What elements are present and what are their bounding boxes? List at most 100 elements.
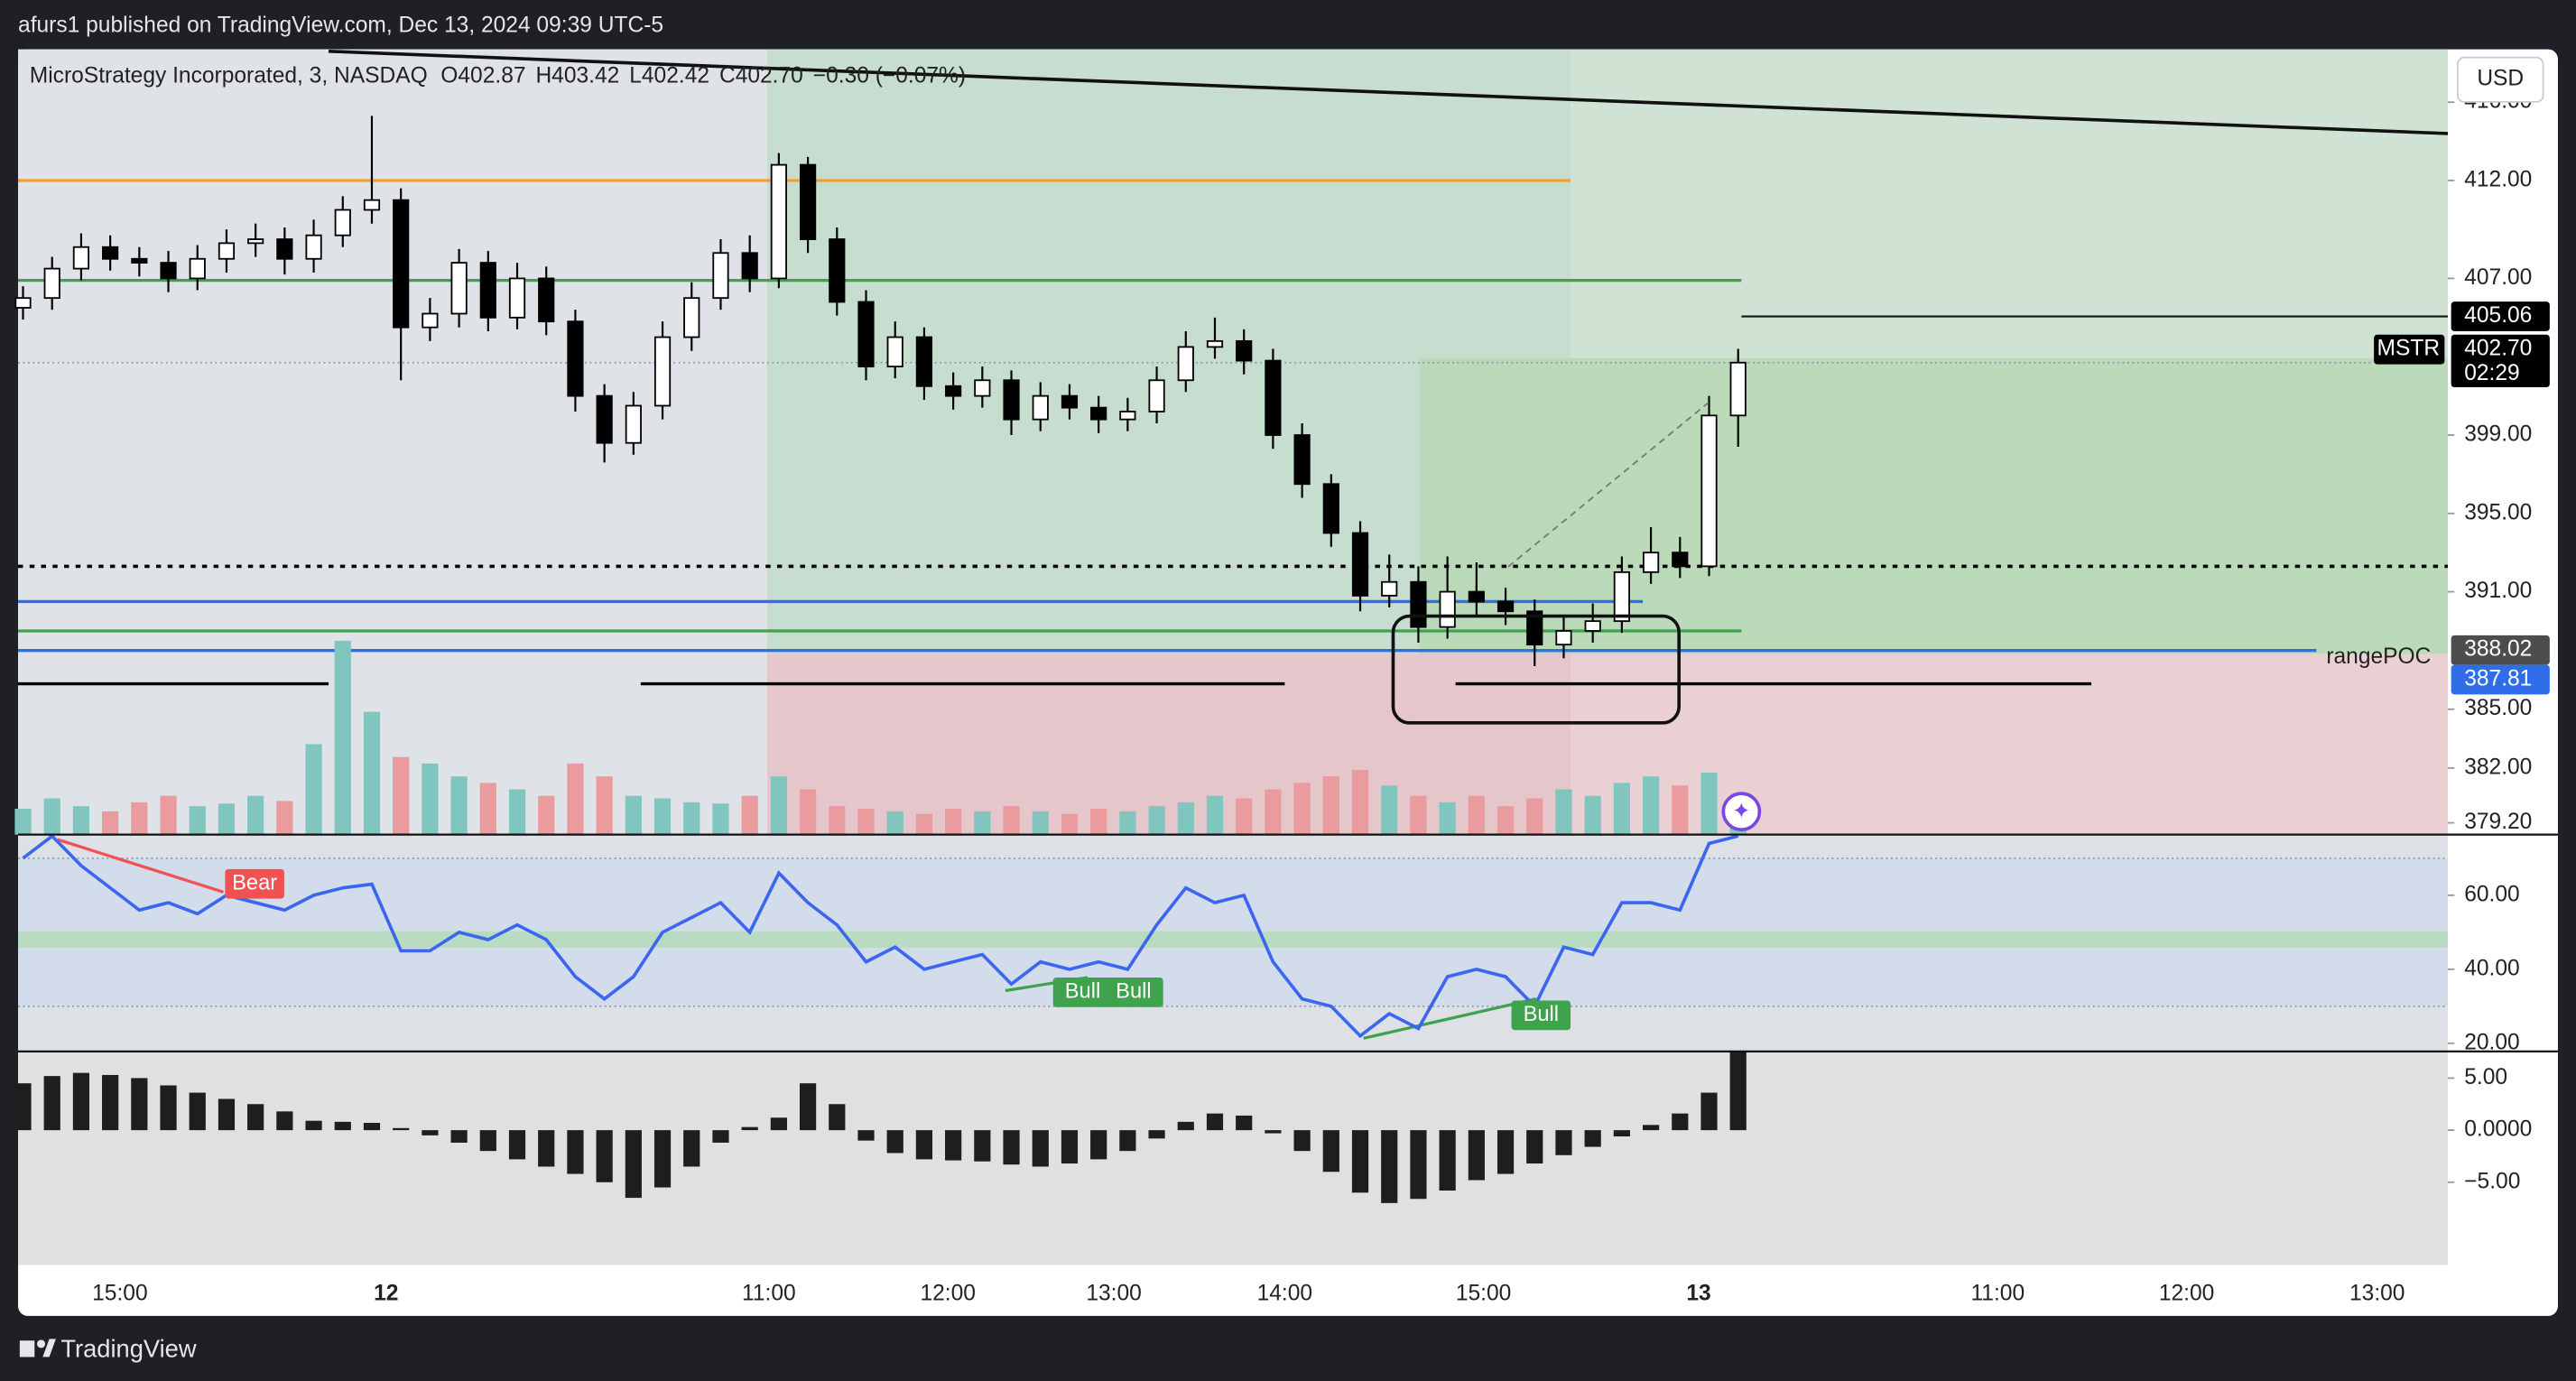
candle-body [915, 336, 933, 387]
candle-body [1293, 434, 1311, 486]
macd-bar [1642, 1125, 1660, 1131]
price-badge-label: 387.81 [2464, 666, 2532, 690]
macd-bar [741, 1126, 758, 1131]
rsi-line [22, 833, 1739, 1039]
volume-bar [1003, 806, 1020, 835]
volume-bar [1496, 806, 1515, 835]
ohlc-change: −0.30 (−0.07%) [813, 64, 966, 88]
macd-bar [1351, 1130, 1369, 1193]
macd-bar [625, 1130, 642, 1199]
x-tick-label: 13:00 [1086, 1282, 1141, 1306]
volume-bar [712, 803, 729, 835]
candle-body [102, 246, 119, 260]
candle-body [247, 238, 264, 245]
volume-bar [422, 763, 439, 835]
macd-bar [538, 1130, 555, 1167]
candle-body [276, 238, 293, 260]
currency[interactable]: USD [2477, 67, 2524, 91]
volume-bar [829, 806, 846, 835]
candle-body [770, 163, 787, 280]
candle-body [625, 404, 642, 444]
candle-body [945, 385, 962, 397]
volume-bar [770, 776, 787, 835]
macd-bar [1003, 1130, 1020, 1165]
macd-bar [683, 1130, 700, 1167]
plot-layer: 379.20 382.00 385.00 391.00 395.00 399.00 407.… [14, 49, 2550, 1306]
macd-bar [363, 1123, 381, 1131]
candle-body [596, 394, 613, 444]
candle-body [508, 277, 526, 319]
volume-bar [1700, 772, 1718, 835]
x-tick-label: 13 [1686, 1282, 1710, 1306]
signal-box [1104, 977, 1163, 1007]
macd-bar [915, 1130, 933, 1160]
y-tick-label: 385.00 [2464, 696, 2532, 720]
candle-body [334, 209, 351, 236]
candle-body [1439, 590, 1456, 628]
candle-body [1032, 394, 1049, 421]
macd-bar [450, 1130, 468, 1143]
candle-body [1206, 339, 1224, 348]
level-name: rangePOC [2326, 644, 2431, 669]
y-tick-label: 391.00 [2464, 579, 2532, 603]
macd-bar [1148, 1130, 1165, 1139]
tradingview-logo [19, 1339, 56, 1358]
volume-bar [974, 811, 991, 835]
currency-box[interactable] [2457, 56, 2544, 103]
footer-brand: TradingView [60, 1334, 196, 1362]
y-tick-label: 395.00 [2464, 500, 2532, 524]
candle-body [305, 234, 322, 260]
event-icon[interactable] [1721, 792, 1762, 831]
y-tick-label: 5.00 [2464, 1065, 2507, 1089]
volume-bar [43, 798, 60, 835]
volume-bar [1236, 798, 1253, 835]
publish-header: afurs1 published on TradingView.com, Dec… [18, 14, 663, 38]
candle-body [653, 336, 672, 407]
ohlc-high: H403.42 [535, 64, 619, 88]
candle-body [1410, 580, 1427, 628]
candle-body [1555, 630, 1572, 646]
macd-bar [1526, 1130, 1543, 1164]
x-tick-label: 14:00 [1257, 1282, 1312, 1306]
candle-body [683, 297, 700, 338]
macd-bar [14, 1083, 32, 1131]
candle-body [479, 262, 496, 319]
legend: MicroStrategy Incorporated, 3, NASDAQ O40… [30, 64, 966, 88]
candle-body [422, 312, 439, 329]
volume-bar [1322, 776, 1339, 835]
volume-bar [1061, 813, 1079, 835]
macd-bar [886, 1130, 903, 1154]
x-tick-label: 15:00 [1456, 1282, 1511, 1306]
y-tick-label: 382.00 [2464, 755, 2532, 779]
volume-bar [625, 795, 642, 835]
macd-bar [479, 1130, 496, 1152]
candle-body [857, 301, 875, 367]
macd-bar [1381, 1130, 1398, 1203]
macd-bar [857, 1130, 875, 1141]
price-badge-label: 405.06 [2464, 303, 2532, 328]
volume-bar [189, 806, 206, 835]
x-tick-label: 12:00 [920, 1282, 975, 1306]
macd-bar [334, 1121, 351, 1131]
volume-bar [102, 811, 119, 835]
macd-bar [1119, 1130, 1136, 1152]
candle-body [1177, 346, 1194, 382]
y-tick-label: 412.00 [2464, 167, 2532, 191]
volume-bar [1206, 795, 1224, 835]
candle-body [538, 277, 555, 323]
y-tick-label: 379.20 [2464, 810, 2532, 834]
candle-body [131, 257, 148, 264]
x-tick-label: 11:00 [1970, 1282, 2025, 1306]
macd-bar [567, 1130, 584, 1174]
volume-bar [799, 789, 817, 835]
macd-bar [1439, 1130, 1456, 1191]
candle-body [1584, 620, 1601, 632]
event-icon-glyph[interactable]: ✦ [1732, 800, 1751, 824]
ohlc-close: C402.70 [719, 64, 803, 88]
macd-bar [1090, 1130, 1107, 1160]
volume-bar [857, 808, 875, 835]
volume-bar [363, 711, 381, 835]
macd-bar [1410, 1130, 1427, 1200]
macd-bar [189, 1092, 206, 1131]
price-badge [2451, 635, 2550, 665]
